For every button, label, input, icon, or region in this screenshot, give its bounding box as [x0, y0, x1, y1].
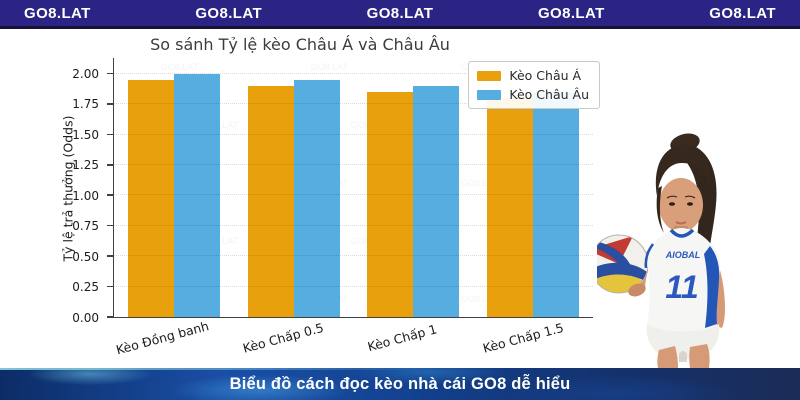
x-tick-label: Kèo Chấp 0.5 [240, 319, 325, 356]
leg-left [689, 344, 710, 368]
bar-group [473, 58, 593, 317]
y-tick-label: 0.75 [72, 219, 99, 234]
y-tick-label: 0.00 [72, 311, 99, 325]
legend-item: Kèo Châu Âu [477, 87, 589, 102]
bar-groups [114, 58, 593, 317]
bar-kèo-châu-á [367, 92, 414, 317]
jersey-collar [669, 228, 695, 238]
x-tick-slot: Kèo Chấp 1 [353, 321, 473, 363]
y-tick-label: 1.00 [72, 188, 99, 203]
y-tick-mark [107, 133, 113, 136]
odds-comparison-chart: So sánh Tỷ lệ kèo Châu Á và Châu Âu Tỷ l… [0, 32, 600, 368]
brand-logo-text: GO8.LAT [24, 4, 91, 22]
bar-kèo-châu-á [487, 98, 534, 317]
legend-swatch [477, 89, 502, 100]
y-axis-ticks: 0.00 0.25 0.50 0.75 1.00 1.25 1.50 1.75 2.00 [62, 58, 106, 325]
leg-right [657, 346, 678, 368]
brand-logo-text: GO8.LAT [366, 4, 434, 22]
y-tick-mark [107, 285, 113, 288]
hand [628, 283, 646, 297]
brand-logo-text: GO8.LAT [537, 4, 605, 22]
bar-kèo-châu-âu [413, 85, 460, 317]
legend-label: Kèo Châu Á [509, 68, 582, 83]
bar-kèo-châu-á [127, 79, 174, 317]
x-tick-slot: Kèo Đồng banh [113, 318, 233, 363]
y-tick-mark [107, 255, 113, 257]
x-tick-slot: Kèo Chấp 0.5 [233, 320, 353, 363]
caption-text: Biểu đồ cách đọc kèo nhà cái GO8 dễ hiểu [229, 374, 571, 393]
plot-area: Kèo Châu Á Kèo Châu Âu [107, 58, 600, 318]
jersey-side-panel [704, 246, 720, 328]
y-tick-mark [107, 194, 113, 196]
x-axis-labels: Kèo Đồng banh Kèo Chấp 0.5 Kèo Chấp 1 Kèo C… [113, 318, 593, 363]
jersey [647, 228, 721, 334]
x-tick-label: Kèo Chấp 1 [366, 321, 439, 355]
y-tick-label: 2.00 [72, 66, 99, 81]
brand-logo-text: GO8.LAT [195, 4, 263, 22]
bar-kèo-châu-âu [533, 92, 580, 317]
y-tick-mark [107, 103, 113, 105]
y-tick-label: 1.25 [72, 158, 99, 173]
bar-kèo-châu-á [247, 85, 294, 317]
legend-item: Kèo Châu Á [477, 68, 589, 83]
x-tick-label: Kèo Đồng banh [114, 318, 211, 358]
eye-right [687, 202, 693, 206]
y-tick-label: 0.25 [72, 280, 99, 295]
volleyball-player-photo: AIOBAL 11 [597, 32, 800, 368]
y-tick-mark [107, 164, 113, 166]
chart-title: So sánh Tỷ lệ kèo Châu Á và Châu Âu [150, 35, 450, 54]
eye-left [669, 202, 675, 206]
shorts-shadow [679, 351, 687, 362]
y-tick-mark [107, 72, 113, 75]
hair-strand-left [656, 186, 664, 233]
eyebrow-right [684, 195, 696, 199]
bar-kèo-châu-âu [293, 79, 340, 317]
mouth [675, 221, 687, 225]
y-tick-mark [107, 224, 113, 227]
bar-group [234, 58, 354, 317]
face [659, 178, 703, 232]
bar-group [114, 58, 234, 317]
bar-kèo-châu-âu [173, 73, 220, 317]
jersey-sleeve-trim [644, 243, 655, 269]
x-tick-label: Kèo Chấp 1.5 [480, 319, 565, 356]
hair-strand-right [700, 182, 708, 234]
eyebrow-left [666, 195, 678, 199]
jersey-brand-text: AIOBAL [665, 250, 701, 260]
jersey-number: 11 [665, 269, 698, 305]
top-banner: GO8.LAT GO8.LAT GO8.LAT GO8.LAT GO8.LAT [0, 0, 800, 29]
chart-legend: Kèo Châu Á Kèo Châu Âu [468, 61, 600, 109]
y-tick-label: 0.50 [72, 249, 99, 264]
legend-label: Kèo Châu Âu [509, 87, 589, 102]
footer-caption-bar: Biểu đồ cách đọc kèo nhà cái GO8 dễ hiểu [0, 368, 800, 400]
hair-top [655, 144, 712, 196]
y-tick-label: 1.50 [72, 127, 99, 142]
bar-group [354, 58, 474, 317]
y-tick-mark [107, 316, 113, 318]
legend-swatch [477, 70, 502, 81]
y-tick-label: 1.75 [72, 97, 99, 112]
x-tick-slot: Kèo Chấp 1.5 [473, 320, 593, 363]
brand-logo-text: GO8.LAT [709, 4, 776, 22]
